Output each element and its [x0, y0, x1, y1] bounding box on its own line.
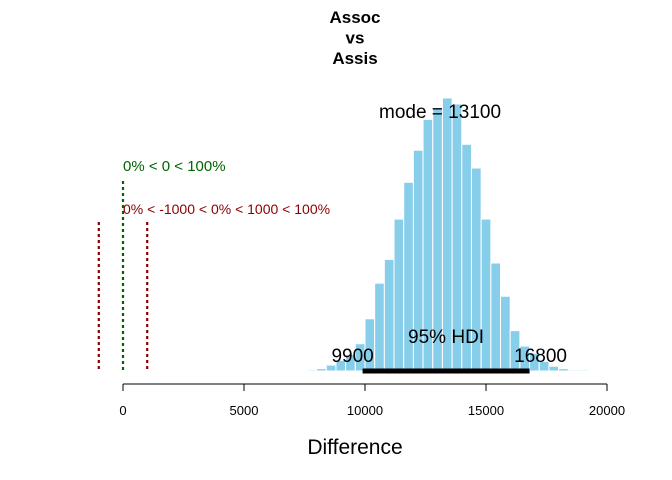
histogram-bars — [306, 97, 589, 372]
x-tick-label: 0 — [119, 403, 126, 418]
histogram-bar — [577, 369, 589, 372]
histogram-bar — [374, 282, 385, 372]
x-tick-label: 20000 — [589, 403, 625, 418]
histogram-bar — [567, 369, 579, 372]
comparison-label: 0% < 0 < 100% — [123, 158, 226, 175]
x-axis: 0 5000 10000 15000 20000 — [119, 383, 625, 418]
hdi-high-label: 16800 — [514, 346, 567, 367]
histogram-bar — [383, 258, 395, 372]
histogram-bar — [393, 218, 405, 372]
x-tick-label: 5000 — [230, 403, 259, 418]
histogram-bar — [316, 368, 327, 372]
mode-label: mode = 13100 — [379, 102, 501, 123]
histogram-bar — [500, 295, 511, 372]
x-axis-title: Difference — [307, 436, 402, 459]
histogram-bar — [558, 368, 569, 372]
rope-label: 0% < -1000 < 0% < 1000 < 100% — [123, 201, 330, 217]
chart-title-line: Assoc — [329, 8, 380, 27]
x-tick-label: 10000 — [347, 403, 383, 418]
histogram-bar — [490, 262, 502, 372]
histogram-bar — [306, 369, 318, 372]
chart-title-line: vs — [346, 29, 365, 48]
chart-annotations: 0% < 0 < 100% 0% < -1000 < 0% < 1000 < 10… — [97, 102, 567, 374]
x-tick-label: 15000 — [468, 403, 504, 418]
hdi-label: 95% HDI — [408, 327, 484, 348]
hdi-low-label: 9900 — [331, 346, 373, 367]
chart-title-line: Assis — [332, 49, 377, 68]
histogram-bar — [480, 218, 492, 372]
